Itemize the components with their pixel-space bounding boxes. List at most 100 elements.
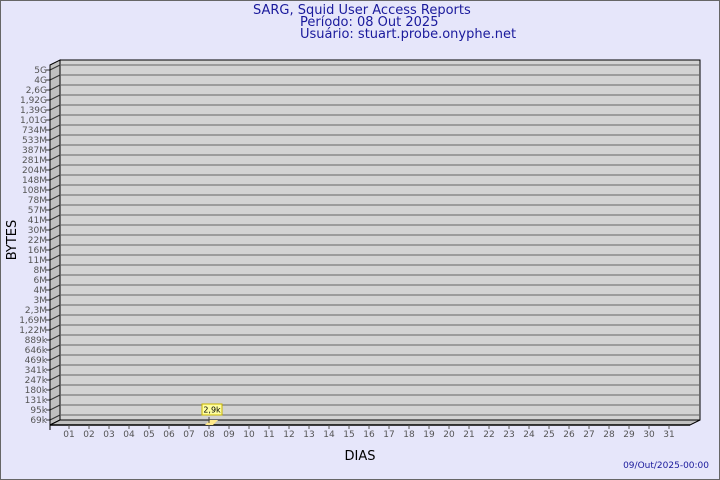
y-tick-label: 204M — [22, 166, 47, 176]
x-tick-label: 17 — [383, 430, 394, 440]
side-gridline — [49, 404, 61, 411]
side-gridline — [49, 304, 61, 311]
x-tick-label: 10 — [243, 430, 255, 440]
x-tick-label: 09 — [223, 430, 235, 440]
side-gridline — [49, 314, 61, 321]
x-tick-label: 28 — [603, 430, 615, 440]
x-tick-label: 19 — [423, 430, 435, 440]
side-gridline — [49, 414, 61, 421]
side-gridline — [49, 334, 61, 341]
x-tick-label: 26 — [563, 430, 575, 440]
x-tick-label: 27 — [583, 430, 594, 440]
y-tick-label: 16M — [28, 246, 47, 256]
side-gridline — [49, 104, 61, 111]
x-tick-label: 07 — [183, 430, 194, 440]
x-tick-label: 08 — [203, 430, 215, 440]
side-gridline — [49, 64, 61, 71]
report-period: Período: 08 Out 2025 — [300, 15, 439, 30]
y-tick-label: 533M — [22, 136, 47, 146]
y-tick-label: 30M — [28, 226, 47, 236]
x-tick-label: 20 — [443, 430, 455, 440]
x-axis-title: DIAS — [345, 449, 376, 464]
back-wall — [59, 59, 701, 421]
y-tick-label: 247k — [25, 376, 48, 386]
side-gridline — [49, 164, 61, 171]
y-tick-label: 1,39G — [20, 106, 47, 116]
y-tick-label: 889k — [25, 336, 48, 346]
x-tick-label: 04 — [123, 430, 135, 440]
x-tick-label: 25 — [543, 430, 554, 440]
y-axis-title: BYTES — [5, 220, 20, 261]
side-gridline — [49, 114, 61, 121]
x-tick-label: 14 — [323, 430, 335, 440]
y-tick-label: 180k — [25, 386, 48, 396]
x-tick-label: 13 — [303, 430, 314, 440]
x-tick-label: 03 — [103, 430, 114, 440]
y-tick-label: 281M — [22, 156, 47, 166]
report-user: Usuário: stuart.probe.onyphe.net — [300, 27, 517, 42]
side-gridline — [49, 384, 61, 391]
y-tick-label: 22M — [28, 236, 47, 246]
y-tick-label: 4G — [34, 76, 47, 86]
y-tick-label: 734M — [22, 126, 47, 136]
y-tick-label: 469k — [25, 356, 48, 366]
x-tick-label: 23 — [503, 430, 514, 440]
y-tick-label: 3M — [34, 296, 48, 306]
side-gridline — [49, 394, 61, 401]
x-tick-label: 31 — [663, 430, 674, 440]
x-tick-label: 30 — [643, 430, 655, 440]
side-gridline — [49, 204, 61, 211]
side-gridline — [49, 144, 61, 151]
y-tick-label: 131k — [25, 396, 48, 406]
y-tick-label: 78M — [28, 196, 47, 206]
side-gridline — [49, 364, 61, 371]
side-gridline — [49, 214, 61, 221]
bar-day-08 — [205, 420, 218, 425]
side-wall — [49, 59, 61, 426]
x-tick-label: 05 — [143, 430, 154, 440]
side-gridline — [49, 354, 61, 361]
x-tick-label: 29 — [623, 430, 635, 440]
data-label-box — [201, 403, 223, 416]
side-gridline — [49, 124, 61, 131]
side-gridline — [49, 154, 61, 161]
side-gridline — [49, 254, 61, 261]
generated-timestamp: 09/Out/2025-00:00 — [623, 461, 709, 471]
y-tick-label: 95k — [30, 406, 47, 416]
y-tick-label: 148M — [22, 176, 47, 186]
y-tick-label: 1,22M — [19, 326, 47, 336]
side-gridline — [49, 194, 61, 201]
x-tick-label: 11 — [263, 430, 274, 440]
x-tick-label: 02 — [83, 430, 94, 440]
x-tick-label: 06 — [163, 430, 175, 440]
y-tick-label: 11M — [28, 256, 47, 266]
side-gridline — [49, 244, 61, 251]
x-tick-label: 16 — [363, 430, 375, 440]
y-tick-label: 5G — [34, 66, 47, 76]
x-tick-label: 12 — [283, 430, 294, 440]
y-tick-label: 646k — [25, 346, 48, 356]
x-tick-label: 21 — [463, 430, 474, 440]
side-gridline — [49, 234, 61, 241]
y-tick-label: 6M — [34, 276, 48, 286]
y-tick-label: 2,3M — [25, 306, 47, 316]
y-tick-label: 341k — [25, 366, 48, 376]
y-tick-label: 387M — [22, 146, 47, 156]
y-tick-label: 1,69M — [19, 316, 47, 326]
side-gridline — [49, 84, 61, 91]
x-tick-label: 18 — [403, 430, 415, 440]
x-tick-label: 15 — [343, 430, 354, 440]
y-tick-label: 1,92G — [20, 96, 47, 106]
y-tick-label: 69k — [30, 416, 47, 426]
y-tick-label: 57M — [28, 206, 47, 216]
side-gridline — [49, 284, 61, 291]
side-gridline — [49, 174, 61, 181]
x-tick-label: 01 — [63, 430, 74, 440]
y-tick-label: 8M — [34, 266, 48, 276]
report-title: SARG, Squid User Access Reports — [253, 3, 471, 18]
side-gridline — [49, 224, 61, 231]
y-tick-label: 2,6G — [26, 86, 47, 96]
y-tick-label: 41M — [28, 216, 47, 226]
side-gridline — [49, 134, 61, 141]
